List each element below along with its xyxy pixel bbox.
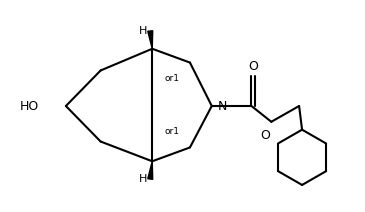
Text: HO: HO	[20, 99, 39, 113]
Text: or1: or1	[164, 74, 179, 83]
Text: or1: or1	[164, 127, 179, 136]
Text: N: N	[218, 99, 227, 113]
Polygon shape	[148, 31, 153, 49]
Text: H: H	[139, 174, 147, 184]
Text: H: H	[139, 26, 147, 36]
Text: O: O	[260, 129, 270, 142]
Polygon shape	[148, 161, 153, 179]
Text: O: O	[249, 60, 258, 73]
